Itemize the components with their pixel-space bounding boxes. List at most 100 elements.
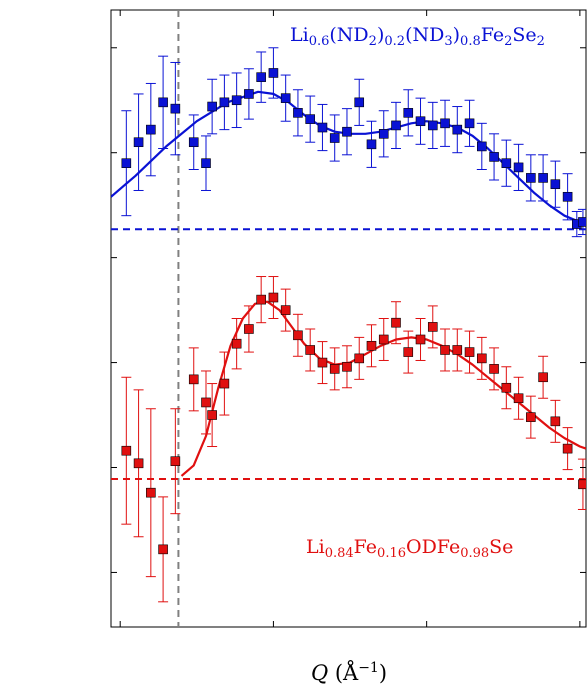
series-0-data-point <box>121 158 132 169</box>
formula-subscript: 0.2 <box>384 34 405 49</box>
formula-element: (ND <box>405 24 444 46</box>
series-1-data-point <box>207 410 217 420</box>
series-1-data-point <box>170 456 181 467</box>
formula-element: (ND <box>329 24 368 46</box>
series-0-data-point <box>317 122 328 133</box>
series-1-data-point <box>329 364 340 374</box>
formula-subscript: 3 <box>444 34 452 49</box>
series-0-data-point <box>188 137 199 148</box>
series-1-data-point <box>403 347 414 357</box>
series-1-data-point <box>201 397 211 408</box>
series-0-data-point <box>578 217 586 227</box>
series-0-data-point <box>440 118 450 129</box>
series-1-data-point <box>158 544 168 555</box>
series-1-data-point <box>280 305 291 315</box>
x-axis-unit: (Å <box>328 660 359 685</box>
series-1-data-point <box>305 345 315 355</box>
formula-subscript: 0.16 <box>377 546 406 561</box>
formula-subscript: 2 <box>504 34 512 49</box>
series-1-data-point <box>317 357 328 368</box>
series-0-data-point <box>501 158 512 169</box>
series-0-data-point <box>146 124 156 135</box>
series-0-data-point <box>354 97 365 108</box>
series-1-data-point <box>133 458 144 469</box>
series-0-data-point <box>342 126 352 137</box>
series-1-data-point <box>477 353 487 364</box>
series-0-data-point <box>427 120 438 131</box>
series-1-data-point <box>427 322 438 332</box>
series-0-data-point <box>538 173 548 183</box>
series-1-data-point <box>489 364 499 374</box>
series-0-label: Li0.6(ND2)0.2(ND3)0.8Fe2Se2 <box>290 24 545 49</box>
series-1-data-point <box>121 445 132 456</box>
x-axis-unit-exponent: −1 <box>358 660 379 676</box>
series-0-fit-curve <box>111 90 586 226</box>
formula-subscript: 0.6 <box>309 34 330 49</box>
series-0-data-point <box>280 93 291 103</box>
series-0-data-point <box>489 152 499 162</box>
series-0-data-point <box>244 89 254 99</box>
series-1-data-point <box>188 374 199 385</box>
formula-subscript: 2 <box>537 34 545 49</box>
formula-element: Li <box>306 536 325 558</box>
formula-subscript: 0.8 <box>460 34 481 49</box>
series-0-data-point <box>201 158 211 169</box>
series-1-data-point <box>366 340 377 351</box>
formula-element: Se <box>512 24 536 46</box>
x-axis-label: Q (Å−1) <box>311 660 387 685</box>
series-0-data-point <box>464 118 475 129</box>
series-0-data-point <box>403 108 414 118</box>
series-1-data-point <box>342 361 352 372</box>
series-0-data-point <box>256 72 266 82</box>
formula-subscript: 0.84 <box>325 546 354 561</box>
series-1-data-point <box>578 479 586 490</box>
formula-element: ODFe <box>406 536 460 558</box>
series-1-data-point <box>501 382 512 393</box>
series-0-data-point <box>391 120 401 131</box>
series-1-data-point <box>464 347 475 357</box>
series-1-data-point <box>513 393 524 404</box>
series-0-data-point <box>415 116 426 127</box>
series-0-data-point <box>378 129 389 139</box>
series-1-data-point <box>562 443 573 454</box>
series-1-data-point <box>526 412 536 422</box>
x-axis-unit-close: ) <box>379 661 387 685</box>
series-1-data-point <box>354 353 365 364</box>
series-0-data-point <box>562 191 573 202</box>
series-0-data-point <box>158 97 168 108</box>
series-0-data-point <box>219 97 230 108</box>
formula-subscript: 2 <box>369 34 377 49</box>
formula-subscript: 0.98 <box>460 546 489 561</box>
series-1-data-point <box>391 317 401 328</box>
series-1-data-point <box>550 416 561 427</box>
series-1-data-point <box>219 378 230 389</box>
formula-element: Li <box>290 24 309 46</box>
series-0-data-point <box>305 114 315 124</box>
series-0-data-point <box>366 139 377 150</box>
series-1-data-point <box>452 345 463 355</box>
series-1-data-point <box>440 345 450 355</box>
formula-element: Fe <box>481 24 504 46</box>
series-0-data-point <box>329 133 340 143</box>
series-1-data-point <box>378 334 389 345</box>
series-1-data-point <box>146 487 156 498</box>
series-0-data-point <box>170 103 181 114</box>
plot-frame <box>110 9 587 628</box>
series-1-data-point <box>231 338 242 349</box>
series-1-label: Li0.84Fe0.16ODFe0.98Se <box>306 536 513 561</box>
series-1-data-point <box>256 294 266 305</box>
series-1-data-point <box>244 324 254 334</box>
formula-element: ) <box>453 24 460 46</box>
x-axis-symbol: Q <box>311 661 328 685</box>
series-0-data-point <box>133 137 144 148</box>
series-1-data-point <box>268 292 279 303</box>
series-1-data-point <box>415 334 426 345</box>
formula-element: Se <box>489 536 513 558</box>
series-0-data-point <box>513 162 524 173</box>
series-0-data-point <box>452 124 463 135</box>
series-0-data-point <box>207 101 217 112</box>
series-0-data-point <box>550 179 561 189</box>
series-1-data-point <box>293 330 303 341</box>
series-0-data-point <box>293 108 303 118</box>
